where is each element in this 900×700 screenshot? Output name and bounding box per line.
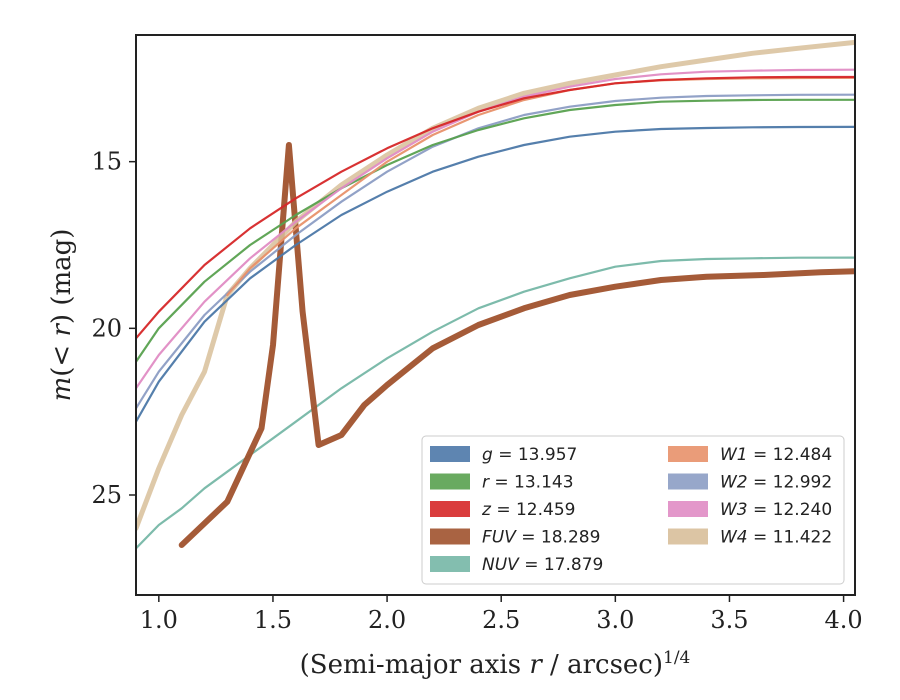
legend-swatch-fuv (430, 528, 470, 545)
legend-label-fuv: FUV = 18.289 (482, 528, 600, 548)
x-axis-label: (Semi-major axis r / arcsec)1/4 (300, 648, 691, 680)
x-tick-label: 4.0 (825, 606, 863, 634)
x-tick-label: 2.0 (368, 606, 406, 634)
y-tick-label: 15 (91, 148, 122, 176)
plot-frame (135, 34, 856, 596)
series-line-w4 (136, 39, 855, 531)
legend-swatch-z (430, 501, 470, 517)
x-tick-label: 1.5 (254, 606, 292, 634)
legend-label-nuv: NUV = 17.879 (482, 555, 603, 575)
legend-swatch-nuv (430, 556, 470, 572)
legend-swatch-w4 (668, 528, 708, 545)
legend-box (421, 435, 845, 585)
legend-swatch-w2 (668, 473, 708, 490)
legend-label-w4: W4 = 11.422 (720, 528, 832, 548)
legend-label-w1: W1 = 12.484 (720, 445, 832, 465)
x-tick-label: 1.0 (140, 606, 178, 634)
series-line-g (136, 125, 855, 423)
legend-swatch-w3 (668, 501, 708, 517)
legend-label-w3: W3 = 12.240 (720, 500, 832, 520)
legend-label-w2: W2 = 12.992 (720, 473, 832, 493)
x-tick-label: 3.5 (710, 606, 748, 634)
series-line-nuv (136, 256, 855, 550)
legend: g = 13.957 r = 13.143 z = 12.459 FUV = 18.2… (421, 435, 845, 585)
y-axis-label: m(< r) (mag) (47, 229, 77, 402)
x-tick-label: 2.5 (482, 606, 520, 634)
y-tick-label: 25 (91, 481, 122, 509)
legend-swatch-w1 (668, 446, 708, 462)
legend-label-g: g = 13.957 (482, 445, 577, 465)
x-axis: 1.0 1.5 2.0 2.5 3.0 3.5 4.0 (140, 595, 863, 634)
plot-series-layer (136, 39, 855, 550)
legend-label-r: r = 13.143 (482, 473, 574, 493)
series-line-fuv (178, 142, 855, 548)
legend-swatch-g (430, 446, 470, 462)
legend-swatch-r (430, 473, 470, 490)
series-line-r (136, 98, 855, 363)
legend-entries: g = 13.957 r = 13.143 z = 12.459 FUV = 18.2… (430, 445, 832, 575)
y-tick-label: 20 (91, 314, 122, 342)
series-line-z (136, 75, 855, 340)
y-axis: 15 20 25 (91, 148, 136, 509)
x-tick-label: 3.0 (596, 606, 634, 634)
legend-label-z: z = 12.459 (481, 500, 575, 520)
